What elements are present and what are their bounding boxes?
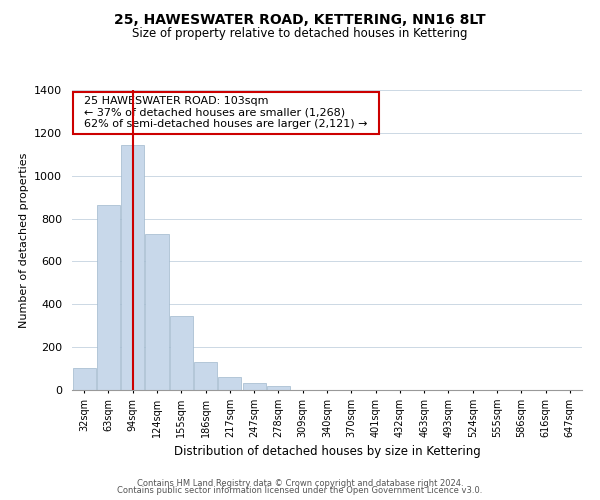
Text: Contains HM Land Registry data © Crown copyright and database right 2024.: Contains HM Land Registry data © Crown c… <box>137 478 463 488</box>
Bar <box>267 386 290 390</box>
Bar <box>242 383 266 390</box>
Bar <box>194 362 217 390</box>
Bar <box>145 234 169 390</box>
Bar <box>73 368 95 390</box>
Y-axis label: Number of detached properties: Number of detached properties <box>19 152 29 328</box>
X-axis label: Distribution of detached houses by size in Kettering: Distribution of detached houses by size … <box>173 446 481 458</box>
Text: Size of property relative to detached houses in Kettering: Size of property relative to detached ho… <box>132 28 468 40</box>
Bar <box>97 204 120 390</box>
Text: 25 HAWESWATER ROAD: 103sqm  
  ← 37% of detached houses are smaller (1,268)  
  : 25 HAWESWATER ROAD: 103sqm ← 37% of deta… <box>77 96 374 129</box>
Bar <box>218 376 241 390</box>
Bar <box>170 316 193 390</box>
Bar <box>121 144 144 390</box>
Text: Contains public sector information licensed under the Open Government Licence v3: Contains public sector information licen… <box>118 486 482 495</box>
Text: 25, HAWESWATER ROAD, KETTERING, NN16 8LT: 25, HAWESWATER ROAD, KETTERING, NN16 8LT <box>114 12 486 26</box>
